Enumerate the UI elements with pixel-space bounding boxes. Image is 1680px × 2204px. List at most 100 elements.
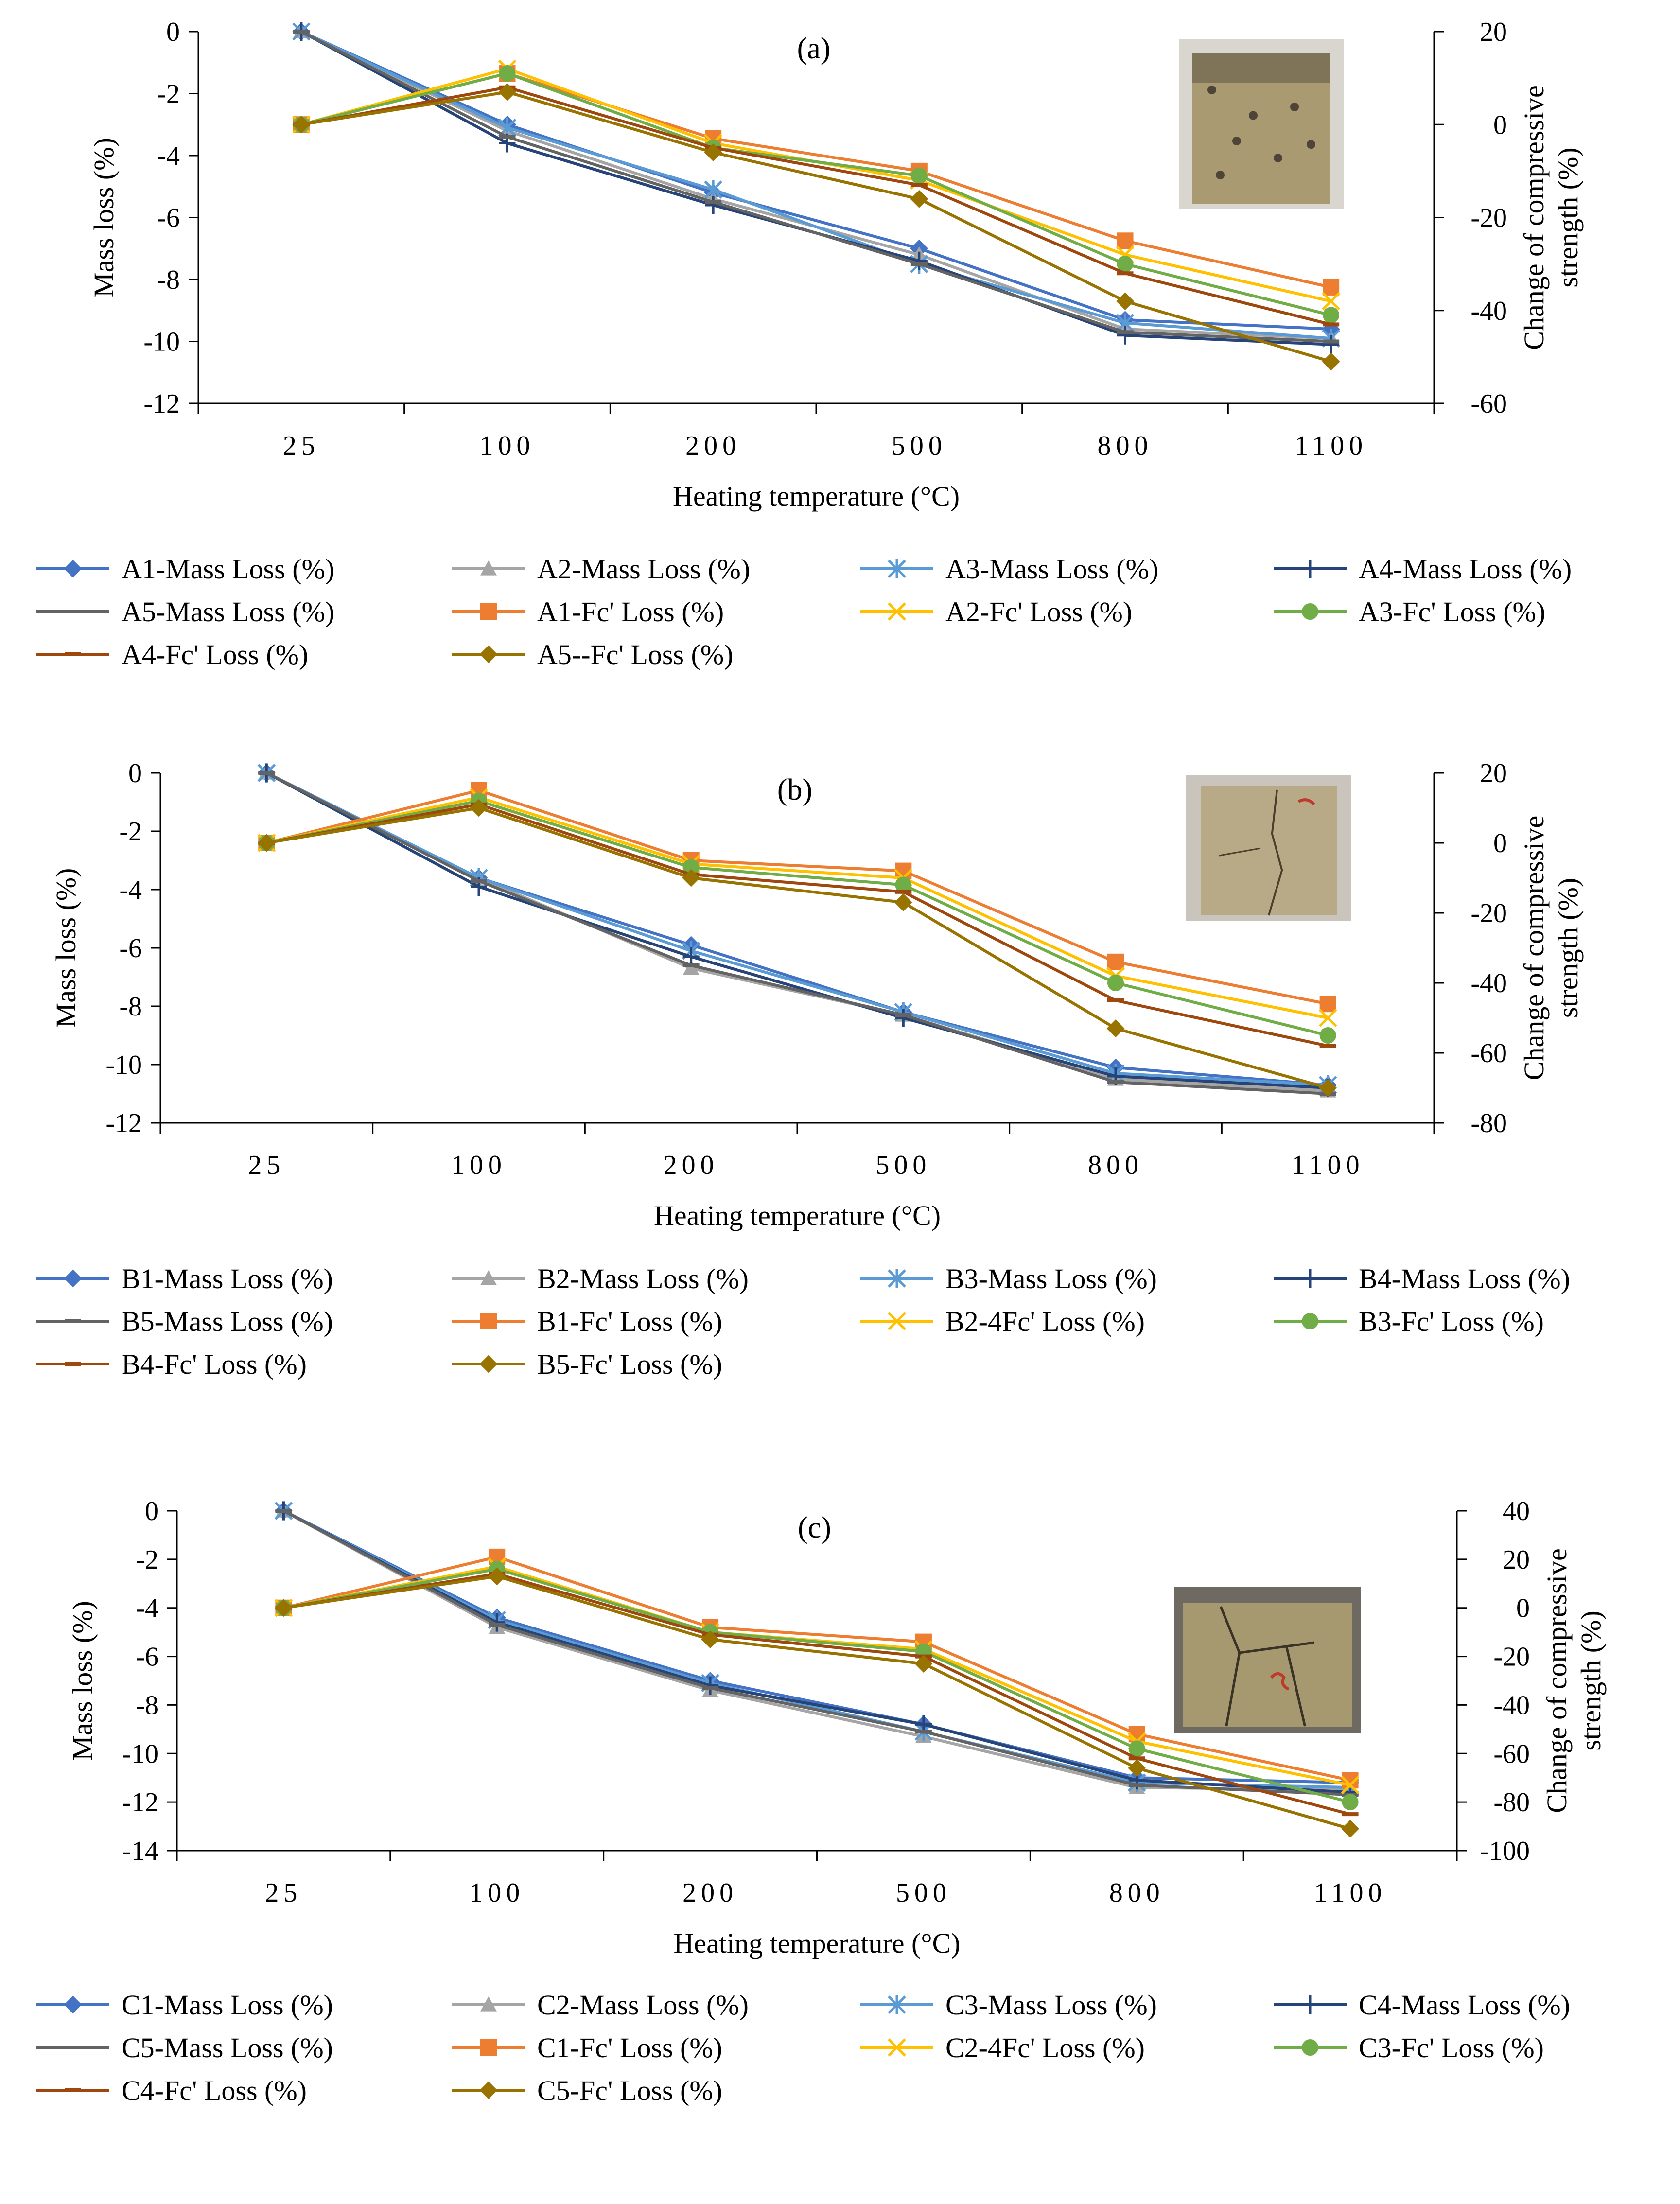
legend-marker [888,1269,906,1288]
data-point [1128,1783,1145,1787]
data-point [1128,1740,1145,1757]
data-point [257,834,276,852]
x-tick-label: 100 [451,1150,507,1180]
data-point [1318,1009,1337,1027]
data-point [1117,326,1134,345]
series-line [300,30,1331,340]
data-point [1107,975,1124,991]
y2-tick-label: -80 [1493,1787,1530,1818]
series-line [301,90,1332,363]
legend-label: C4-Mass Loss (%) [1359,1989,1570,2021]
y2-tick-label: 20 [1480,758,1507,788]
series-line [266,771,1328,1086]
y-tick-label: 0 [145,1496,158,1526]
y-axis-title: Mass loss (%) [88,138,120,297]
data-point [471,879,487,883]
legend-label: B2-4Fc' Loss (%) [945,1306,1145,1337]
legend-marker [64,1995,82,2014]
legend: C1-Mass Loss (%) C2-Mass Loss (%) C3-Mass … [36,1989,1570,2106]
legend-marker [479,2081,498,2099]
chart-panel-c: 25 100 200 500 800 11000-2-4-6-8-10-12-144020… [36,1496,1607,2106]
sample-photo-c [1174,1587,1361,1733]
y-tick-label: -4 [157,141,180,171]
y2-tick-label: 0 [1516,1593,1530,1624]
legend-item: A5--Fc' Loss (%) [452,639,733,670]
data-point [1319,996,1336,1013]
legend-marker [888,1312,906,1330]
y-tick-label: -14 [122,1836,158,1866]
series-line [266,789,1329,1006]
x-tick-label: 500 [896,1878,951,1908]
series-line [300,30,1331,340]
legend-item: C2-4Fc' Loss (%) [860,2032,1145,2064]
legend-item: B3-Mass Loss (%) [860,1263,1157,1294]
legend-label: A5--Fc' Loss (%) [537,639,733,670]
legend-label: B4-Fc' Loss (%) [122,1348,307,1380]
x-tick-label: 1100 [1314,1878,1387,1908]
series-line [283,1509,1350,1797]
legend-item: B5-Mass Loss (%) [36,1306,333,1337]
legend-label: B1-Mass Loss (%) [122,1263,333,1294]
data-point [910,190,928,208]
legend-label: A3-Mass Loss (%) [945,553,1158,585]
legend-marker [480,1313,497,1329]
y2-tick-label: -40 [1470,296,1507,326]
y2-axis-title: Change of compressive [1518,85,1550,350]
y2-axis-title: Change of compressive [1518,816,1550,1080]
data-point [910,183,928,187]
y-tick-label: -12 [143,389,180,419]
data-point [275,1599,293,1617]
data-point [1107,998,1124,1002]
legend-marker [479,645,498,664]
legend-marker [1302,2039,1318,2056]
y-axis-title: Mass loss (%) [67,1601,98,1761]
x-tick-label: 25 [283,431,320,461]
legend-marker [65,2046,81,2049]
data-point [488,1567,506,1586]
data-point [293,30,310,34]
x-tick-label: 25 [265,1878,302,1908]
legend-item: C4-Mass Loss (%) [1274,1989,1570,2021]
series-b5-mass-loss [258,771,1336,1096]
legend-marker [1302,1313,1318,1329]
series-line [301,86,1331,326]
data-point [1319,1044,1336,1048]
x-axis-title: Heating temperature (°C) [654,1200,941,1231]
y2-tick-label: -40 [1493,1690,1530,1720]
legend-item: A1-Mass Loss (%) [36,553,334,585]
legend-item: B1-Mass Loss (%) [36,1263,333,1294]
x-tick-label: 200 [664,1150,719,1180]
y-tick-label: -6 [136,1642,158,1672]
legend-item: C5-Mass Loss (%) [36,2032,333,2064]
legend-item: B4-Fc' Loss (%) [36,1348,307,1380]
data-point [1322,292,1340,311]
y-tick-label: -12 [105,1108,142,1138]
data-point [258,771,275,775]
data-point [1341,1819,1359,1838]
x-tick-label: 500 [892,431,947,461]
y2-tick-label: 0 [1493,110,1507,140]
data-point [915,1730,932,1734]
y2-tick-label: -20 [1470,898,1507,928]
data-point [499,135,516,139]
sample-photo-b [1186,775,1351,921]
legend-marker [1302,1269,1318,1288]
data-point [1128,1759,1146,1777]
data-point [895,1013,912,1017]
legend-marker [65,652,81,656]
legend-marker [888,2038,906,2057]
data-point [499,65,516,82]
legend-marker [480,2039,497,2056]
y2-tick-label: 40 [1503,1496,1530,1526]
y-tick-label: 0 [166,17,180,47]
legend-label: C1-Mass Loss (%) [122,1989,333,2021]
data-point [910,167,928,184]
series-line [300,30,1331,346]
axes: 25 100 200 500 800 11000-2-4-6-8-10-12200-20-… [88,17,1584,512]
y-tick-label: -6 [119,933,142,963]
chart-panel-a: 25 100 200 500 800 11000-2-4-6-8-10-12200-20-… [36,17,1584,670]
series-line [266,771,1328,1086]
x-tick-label: 800 [1109,1878,1165,1908]
y-tick-label: -8 [136,1690,158,1720]
data-point [1128,1756,1145,1761]
